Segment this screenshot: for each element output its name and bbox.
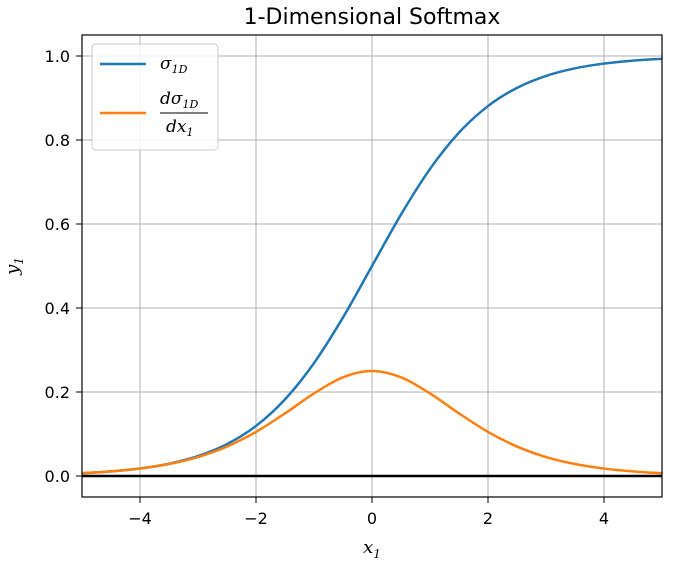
y-tick-label: 0.2 (45, 383, 70, 402)
data-point (603, 467, 605, 469)
data-point (139, 467, 141, 469)
x-tick-label: −2 (244, 509, 268, 528)
x-tick-label: −4 (128, 509, 152, 528)
x-tick-label: 4 (599, 509, 609, 528)
data-point (632, 470, 634, 472)
data-point (487, 105, 489, 107)
data-point (342, 376, 344, 378)
data-point (429, 392, 431, 394)
data-point (371, 370, 373, 372)
data-point (284, 412, 286, 414)
x-tick-label: 2 (483, 509, 493, 528)
data-point (516, 87, 518, 89)
chart-title: 1-Dimensional Softmax (244, 5, 501, 30)
legend-label-derivative-numerator: dσ1D (160, 89, 198, 111)
legend-label-sigma: σ1D (160, 54, 188, 76)
y-axis-label-sub: 1 (12, 257, 26, 265)
y-tick-label: 0.4 (45, 299, 70, 318)
data-point (255, 425, 257, 427)
data-point (313, 362, 315, 364)
data-point (603, 62, 605, 64)
legend-label-derivative-denominator: dx1 (166, 117, 193, 139)
svg-text:y1: y1 (2, 257, 26, 276)
data-point (226, 445, 228, 447)
data-point (632, 59, 634, 61)
y-tick-label: 0.0 (45, 467, 70, 486)
y-axis-label-base: y (2, 264, 23, 276)
data-point (458, 131, 460, 133)
series-layer (81, 57, 663, 475)
data-point (400, 376, 402, 378)
y-tick-label: 0.8 (45, 131, 70, 150)
data-point (429, 168, 431, 170)
y-tick-label: 1.0 (45, 47, 70, 66)
data-point (458, 412, 460, 414)
data-point (342, 316, 344, 318)
legend-box (91, 43, 219, 151)
svg-text:x1: x1 (363, 537, 381, 561)
data-point (255, 431, 257, 433)
data-point (400, 213, 402, 215)
data-point (574, 463, 576, 465)
data-point (284, 398, 286, 400)
data-point (545, 75, 547, 77)
data-point (313, 392, 315, 394)
data-point (110, 470, 112, 472)
x-tick-label: 0 (367, 509, 377, 528)
data-point (516, 445, 518, 447)
data-point (487, 431, 489, 433)
data-point (371, 265, 373, 267)
data-point (545, 456, 547, 458)
data-point (197, 456, 199, 458)
data-point (168, 463, 170, 465)
data-point (574, 67, 576, 69)
y-tick-label: 0.6 (45, 215, 70, 234)
x-axis-label-base: x (363, 537, 373, 558)
x-axis-label: x1 (363, 537, 381, 561)
ticks: −4 −2 0 2 4 0.0 0.2 0.4 0.6 0.8 1.0 (45, 47, 610, 528)
series-line-derivative (81, 369, 663, 475)
y-axis-label: y1 (2, 257, 26, 276)
x-axis-label-sub: 1 (373, 547, 381, 561)
legend: σ1D dσ1D dx1 (91, 43, 219, 151)
